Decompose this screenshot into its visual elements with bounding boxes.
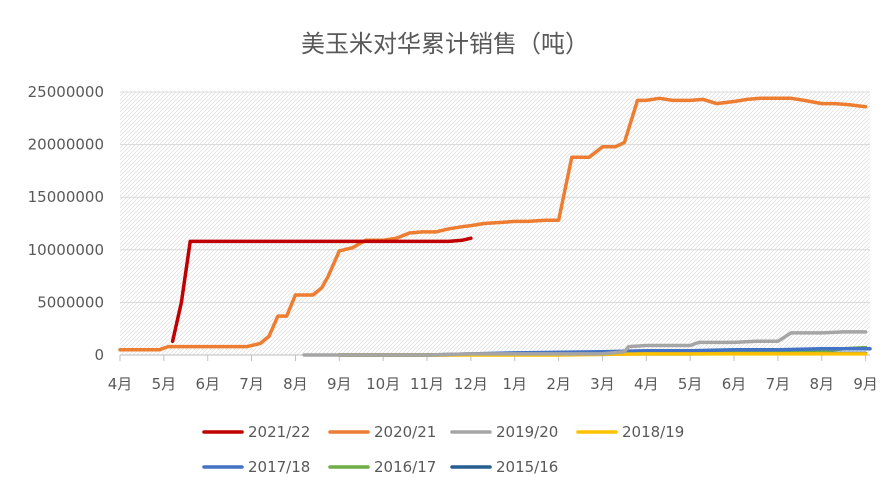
x-tick-label: 6月 — [195, 375, 220, 393]
y-tick-label: 10000000 — [28, 241, 104, 259]
legend-label: 2021/22 — [248, 423, 310, 441]
y-tick-label: 25000000 — [28, 83, 104, 101]
x-tick-label: 5月 — [678, 375, 703, 393]
legend-label: 2018/19 — [622, 423, 684, 441]
x-tick-label: 8月 — [809, 375, 834, 393]
series-line-2020-21 — [118, 96, 868, 352]
series-line-2021-22 — [170, 236, 473, 344]
legend-label: 2019/20 — [496, 423, 558, 441]
series-lines — [118, 96, 872, 357]
x-tick-label: 7月 — [239, 375, 264, 393]
x-tick-label: 4月 — [108, 375, 133, 393]
legend-label: 2020/21 — [374, 423, 436, 441]
x-tick-label: 9月 — [853, 375, 878, 393]
legend-label: 2017/18 — [248, 458, 310, 476]
y-tick-label: 15000000 — [28, 188, 104, 206]
x-tick-label: 6月 — [722, 375, 747, 393]
legend-label: 2015/16 — [496, 458, 558, 476]
x-tick-label: 12月 — [454, 375, 488, 393]
x-tick-label: 5月 — [152, 375, 177, 393]
x-tick-label: 4月 — [634, 375, 659, 393]
chart-title: 美玉米对华累计销售（吨） — [301, 30, 589, 58]
y-tick-label: 0 — [94, 346, 104, 364]
x-tick-label: 3月 — [590, 375, 615, 393]
y-tick-label: 5000000 — [37, 293, 104, 311]
series-line-2019-20 — [302, 330, 868, 357]
x-tick-label: 1月 — [502, 375, 527, 393]
x-tick-label: 2月 — [546, 375, 571, 393]
y-tick-label: 20000000 — [28, 136, 104, 154]
x-tick-label: 10月 — [366, 375, 400, 393]
x-tick-label: 8月 — [283, 375, 308, 393]
legend: 2021/22 2020/21 2019/20 2018/19 2017/18 2016/… — [202, 423, 684, 476]
x-tick-label: 9月 — [327, 375, 352, 393]
x-tick-label: 11月 — [410, 375, 444, 393]
x-tick-label: 7月 — [766, 375, 791, 393]
legend-label: 2016/17 — [374, 458, 436, 476]
x-axis-ticks: 4月 5月 6月 7月 8月 9月 10月 11月 12月 1月 2月 3月 4月 5月 6月 7月 8月 9月 — [108, 355, 878, 393]
y-axis-ticks: 0 5000000 10000000 15000000 20000000 25000000 — [28, 83, 104, 364]
